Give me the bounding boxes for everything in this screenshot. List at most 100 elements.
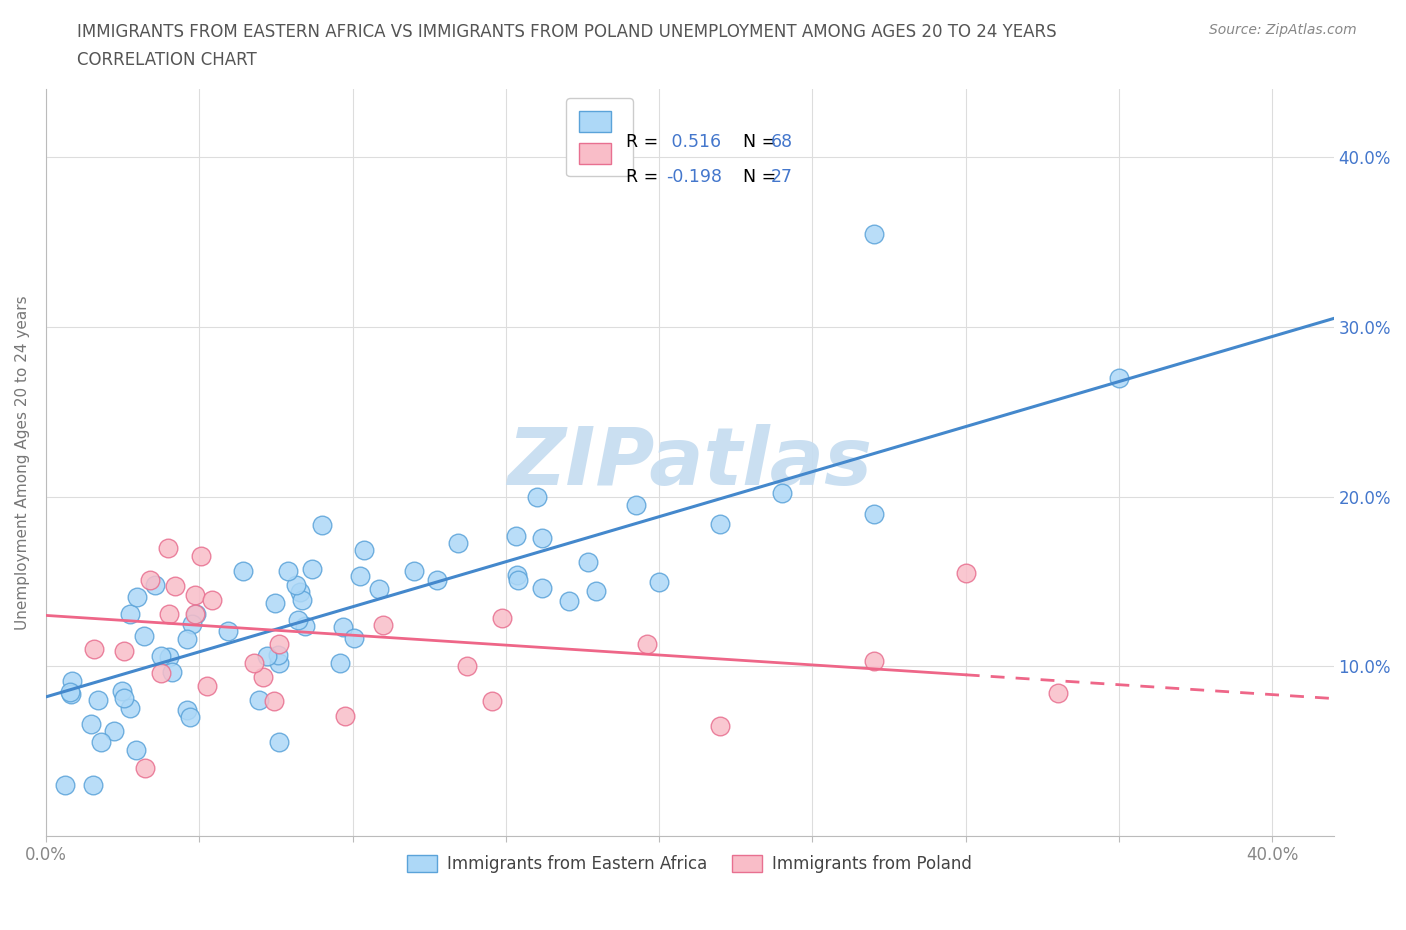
Point — [709, 516, 731, 531]
Point — [217, 624, 239, 639]
Point — [770, 485, 793, 500]
Point — [531, 580, 554, 595]
Point — [124, 742, 146, 757]
Point — [53, 777, 76, 792]
Point — [201, 592, 224, 607]
Text: Source: ZipAtlas.com: Source: ZipAtlas.com — [1209, 23, 1357, 37]
Point — [87, 693, 110, 708]
Point — [301, 562, 323, 577]
Point — [267, 647, 290, 662]
Point — [139, 573, 162, 588]
Point — [150, 649, 173, 664]
Point — [256, 649, 278, 664]
Point — [531, 530, 554, 545]
Text: R =: R = — [626, 133, 664, 152]
Text: -0.198: -0.198 — [665, 167, 721, 186]
Point — [277, 564, 299, 578]
Point — [181, 617, 204, 631]
Point — [332, 620, 354, 635]
Point — [447, 536, 470, 551]
Point — [576, 555, 599, 570]
Point — [160, 665, 183, 680]
Point — [404, 564, 426, 578]
Point — [190, 549, 212, 564]
Point — [373, 618, 395, 632]
Point — [143, 578, 166, 592]
Point — [163, 578, 186, 593]
Point — [349, 568, 371, 583]
Point — [709, 718, 731, 733]
Point — [343, 631, 366, 645]
Point — [176, 631, 198, 646]
Text: N =: N = — [731, 167, 782, 186]
Point — [294, 619, 316, 634]
Text: CORRELATION CHART: CORRELATION CHART — [77, 51, 257, 69]
Point — [112, 644, 135, 658]
Point — [506, 567, 529, 582]
Point — [157, 650, 180, 665]
Point — [176, 703, 198, 718]
Point — [134, 761, 156, 776]
Point — [269, 636, 291, 651]
Text: 27: 27 — [770, 167, 793, 186]
Point — [508, 573, 530, 588]
Point — [120, 606, 142, 621]
Point — [1046, 685, 1069, 700]
Text: ZIPatlas: ZIPatlas — [508, 424, 872, 501]
Point — [311, 517, 333, 532]
Point — [112, 691, 135, 706]
Point — [585, 584, 607, 599]
Point — [862, 654, 884, 669]
Point — [186, 607, 208, 622]
Point — [232, 564, 254, 578]
Text: R =: R = — [626, 167, 664, 186]
Point — [83, 642, 105, 657]
Point — [90, 735, 112, 750]
Point — [263, 694, 285, 709]
Point — [491, 611, 513, 626]
Y-axis label: Unemployment Among Ages 20 to 24 years: Unemployment Among Ages 20 to 24 years — [15, 296, 30, 630]
Point — [862, 226, 884, 241]
Point — [505, 528, 527, 543]
Point — [862, 506, 884, 521]
Point — [82, 777, 104, 792]
Point — [183, 588, 205, 603]
Point — [120, 701, 142, 716]
Point — [195, 679, 218, 694]
Point — [1108, 370, 1130, 385]
Point — [243, 656, 266, 671]
Point — [134, 629, 156, 644]
Legend: Immigrants from Eastern Africa, Immigrants from Poland: Immigrants from Eastern Africa, Immigran… — [401, 848, 979, 880]
Point — [288, 585, 311, 600]
Point — [179, 710, 201, 724]
Point — [456, 658, 478, 673]
Point — [624, 498, 647, 512]
Point — [526, 489, 548, 504]
Point — [333, 709, 356, 724]
Point — [368, 582, 391, 597]
Point — [329, 656, 352, 671]
Text: IMMIGRANTS FROM EASTERN AFRICA VS IMMIGRANTS FROM POLAND UNEMPLOYMENT AMONG AGES: IMMIGRANTS FROM EASTERN AFRICA VS IMMIGR… — [77, 23, 1057, 41]
Point — [60, 674, 83, 689]
Point — [558, 593, 581, 608]
Point — [425, 573, 447, 588]
Point — [481, 694, 503, 709]
Point — [269, 656, 291, 671]
Text: 0.516: 0.516 — [665, 133, 721, 152]
Point — [285, 578, 308, 593]
Point — [103, 724, 125, 738]
Point — [287, 613, 309, 628]
Text: N =: N = — [731, 133, 782, 152]
Point — [157, 540, 180, 555]
Point — [111, 684, 134, 698]
Point — [955, 565, 977, 580]
Point — [247, 693, 270, 708]
Point — [264, 595, 287, 610]
Point — [267, 735, 290, 750]
Point — [252, 670, 274, 684]
Point — [80, 717, 103, 732]
Point — [59, 684, 82, 699]
Point — [149, 666, 172, 681]
Point — [353, 543, 375, 558]
Point — [125, 590, 148, 604]
